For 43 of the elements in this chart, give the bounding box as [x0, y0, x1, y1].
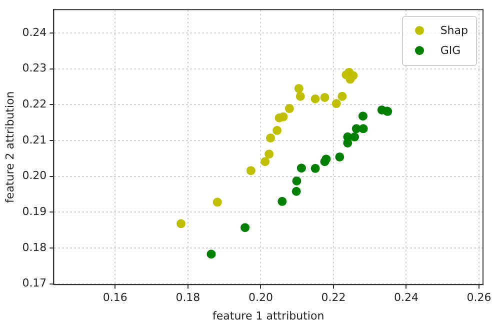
point [350, 132, 360, 142]
y-tick-label: 0.22 [22, 97, 47, 110]
y-axis-title: feature 2 attribution [3, 91, 16, 203]
x-tick-label: 0.24 [394, 291, 418, 304]
point [335, 152, 344, 162]
legend-label: Shap [440, 24, 468, 38]
y-tick-label: 0.23 [22, 62, 47, 75]
point [338, 92, 347, 101]
point [296, 164, 306, 173]
point [296, 92, 305, 101]
point [246, 166, 256, 176]
y-tick-label: 0.19 [22, 205, 47, 218]
y-tick-label: 0.21 [22, 133, 47, 146]
point [284, 104, 294, 114]
point [206, 250, 216, 259]
point [176, 219, 186, 228]
point [358, 112, 368, 121]
x-tick-label: 0.20 [248, 291, 273, 304]
point [310, 164, 320, 173]
point [260, 157, 270, 166]
x-tick-label: 0.16 [102, 291, 128, 304]
point [272, 126, 282, 135]
y-tick-label: 0.17 [22, 276, 47, 290]
point [294, 84, 304, 93]
x-tick-label: 0.26 [466, 291, 492, 304]
y-tick-label: 0.24 [22, 26, 47, 39]
point [266, 133, 276, 142]
x-tick-label: 0.18 [176, 291, 200, 304]
y-tick-label: 0.20 [22, 169, 47, 182]
point [278, 196, 287, 206]
point [292, 176, 302, 186]
point [310, 94, 320, 104]
legend-label: GIG [440, 44, 461, 58]
x-tick-label: 0.22 [321, 291, 346, 304]
y-tick-label: 0.18 [22, 240, 47, 254]
point [212, 198, 222, 207]
point [240, 223, 250, 232]
point [358, 124, 368, 134]
point [320, 92, 330, 102]
point [264, 150, 274, 159]
x-axis-title: feature 1 attribution [212, 309, 324, 322]
point [332, 99, 341, 108]
point [292, 186, 301, 196]
